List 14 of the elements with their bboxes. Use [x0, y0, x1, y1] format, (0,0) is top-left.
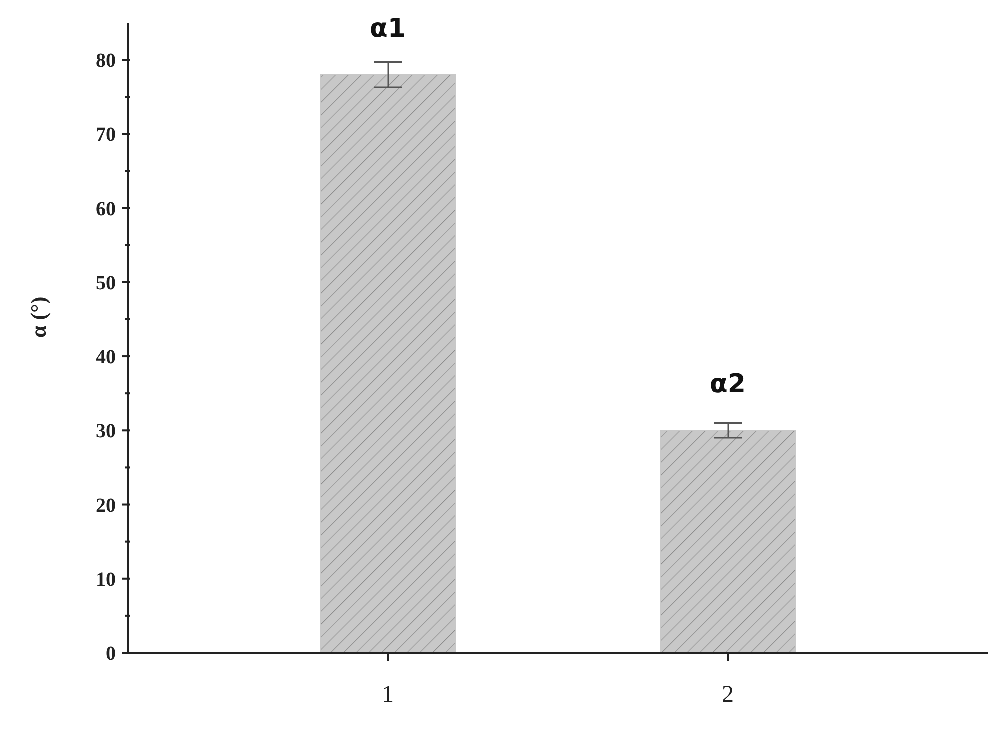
- y-tick-label: 0: [106, 643, 116, 665]
- annotation: α2: [710, 370, 746, 400]
- annotation: α1: [370, 14, 406, 44]
- y-tick-label: 40: [96, 346, 116, 369]
- y-tick-label: 80: [96, 50, 116, 72]
- y-tick-label: 30: [96, 420, 116, 443]
- x-tick-label: 2: [722, 682, 734, 708]
- x-tick-label: 1: [382, 682, 394, 708]
- y-axis-title: α (°): [26, 296, 51, 338]
- y-tick-label: 50: [96, 272, 116, 294]
- y-tick-label: 70: [96, 124, 116, 146]
- y-tick-label: 20: [96, 494, 116, 517]
- y-tick-label: 60: [96, 198, 116, 220]
- y-tick-label: 10: [96, 568, 116, 591]
